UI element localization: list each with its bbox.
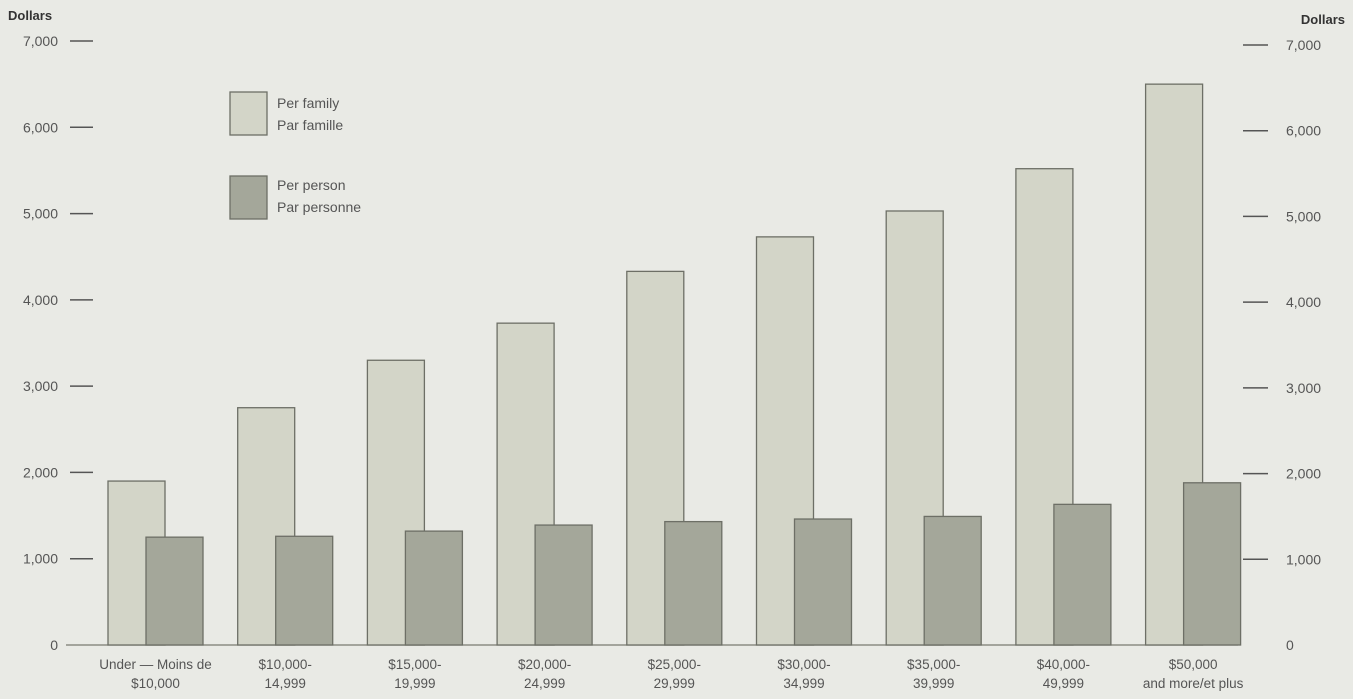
legend: Per family Par famille Per person Par pe… [229,91,361,220]
bar-per-person [923,515,982,646]
category-label-line2: 34,999 [783,676,824,691]
left-axis-title: Dollars [8,8,52,23]
category-label-line2: 19,999 [394,676,435,691]
category-label-line1: $30,000- [777,657,830,672]
category-label-line1: $35,000- [907,657,960,672]
category-label-line2: 24,999 [524,676,565,691]
bar-per-family [237,407,296,646]
category-label-line2: 14,999 [265,676,306,691]
right-tick-label: 7,000 [1286,37,1321,53]
legend-swatch-per-person [229,175,268,220]
right-tick-label: 1,000 [1286,551,1321,567]
category-label-line1: $40,000- [1037,657,1090,672]
left-tick-label: 4,000 [23,292,58,308]
bar-per-person [145,536,204,646]
left-tick-label: 2,000 [23,464,58,480]
left-tick-label: 7,000 [23,33,58,49]
right-tick-label: 2,000 [1286,466,1321,482]
left-tick-label: 1,000 [23,551,58,567]
category-labels: Under — Moins de $10,000 $10,000- 14,999 $15… [99,657,1243,691]
bars [107,83,1242,646]
category-label-line1: $50,000 [1169,657,1218,672]
bar-per-person [404,530,464,646]
left-tick-label: 6,000 [23,119,58,135]
category-label-line2: 29,999 [654,676,695,691]
left-tick-label: 0 [50,637,58,653]
bar-per-person [793,518,853,646]
category-label-line1: $10,000- [259,657,312,672]
category-label-line1: $20,000- [518,657,571,672]
bar-per-person [664,520,723,646]
category-label-line1: $25,000- [648,657,701,672]
bar-per-person [1053,503,1112,646]
legend-swatch-per-family [229,91,268,136]
legend-label-par-personne: Par personne [277,199,361,215]
axis-titles: Dollars Dollars [8,8,1345,27]
left-tick-label: 5,000 [23,206,58,222]
category-label-line2: 49,999 [1043,676,1084,691]
right-axis-title: Dollars [1301,12,1345,27]
category-label-line2: 39,999 [913,676,954,691]
category-label-line1: Under — Moins de [99,657,212,672]
right-tick-label: 5,000 [1286,208,1321,224]
category-label-line2: $10,000 [131,676,180,691]
bar-per-person [1182,482,1242,646]
left-axis: 0 1,000 2,000 3,000 4,000 5,000 6,000 7,000 [23,33,93,653]
right-tick-label: 0 [1286,637,1294,653]
right-tick-label: 4,000 [1286,294,1321,310]
right-tick-label: 3,000 [1286,380,1321,396]
bar-per-person [534,524,593,646]
right-tick-label: 6,000 [1286,123,1321,139]
bar-per-person [275,535,334,646]
left-tick-label: 3,000 [23,378,58,394]
legend-label-per-person: Per person [277,177,345,193]
legend-label-per-family: Per family [277,95,339,111]
right-axis: 0 1,000 2,000 3,000 4,000 5,000 6,000 7,000 [1243,37,1321,653]
category-label-line1: $15,000- [388,657,441,672]
category-label-line2: and more/et plus [1143,676,1244,691]
legend-label-par-famille: Par famille [277,117,343,133]
